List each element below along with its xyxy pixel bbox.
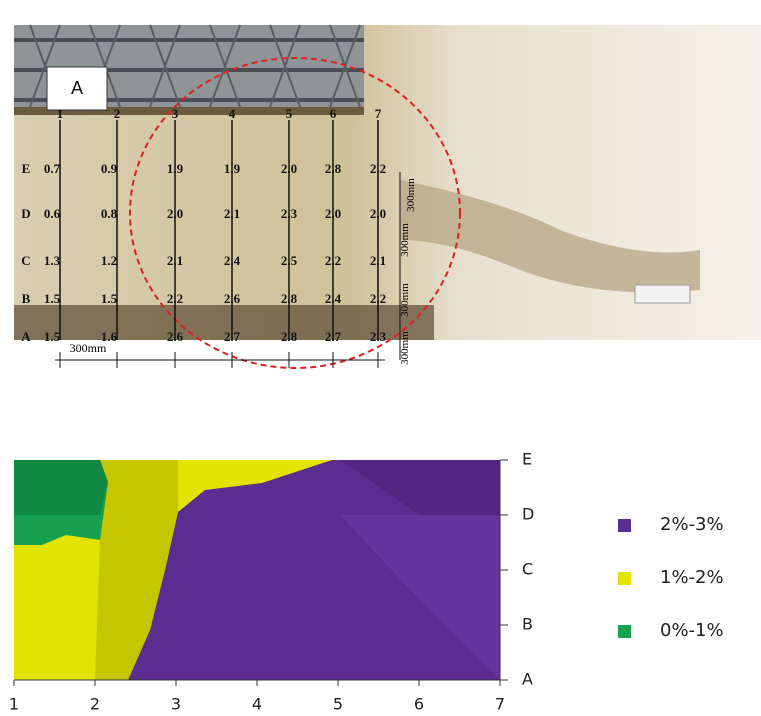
- moisture-value: 2.6: [167, 329, 184, 344]
- moisture-value: 2.2: [370, 161, 386, 176]
- dimension-label: 300mm: [399, 283, 411, 317]
- moisture-value: 2.1: [224, 206, 240, 221]
- moisture-value: 2.2: [370, 291, 386, 306]
- x-tick-label: 6: [414, 695, 424, 714]
- moisture-value: 2.6: [224, 291, 241, 306]
- moisture-value: 1.5: [44, 329, 61, 344]
- moisture-value: 1.9: [224, 161, 241, 176]
- figure: A 1 2 3 4 5 6 7 E 0.7 0.9 1.9 1.9 2.0 2.8 2.2 D 0.6 0.8 2.…: [0, 0, 761, 716]
- column-label: 1: [57, 106, 64, 121]
- x-tick-label: 4: [252, 695, 262, 714]
- dimension-label: 300mm: [399, 331, 411, 365]
- x-tick-label: 3: [171, 695, 181, 714]
- column-label: 7: [375, 106, 382, 121]
- y-tick-label: C: [522, 560, 533, 579]
- row-label: A: [21, 329, 31, 344]
- moisture-value: 2.2: [167, 291, 183, 306]
- moisture-value: 2.8: [325, 161, 342, 176]
- row-label: B: [22, 291, 31, 306]
- moisture-value: 0.6: [44, 206, 61, 221]
- panel-label: A: [71, 78, 83, 98]
- legend-swatch: [618, 572, 631, 585]
- moisture-value: 2.7: [224, 329, 241, 344]
- row-label: C: [21, 253, 30, 268]
- legend-label: 0%-1%: [660, 620, 724, 641]
- x-tick-label: 5: [333, 695, 343, 714]
- legend-label: 2%-3%: [660, 514, 724, 535]
- shade: [14, 460, 108, 515]
- moisture-value: 2.4: [325, 291, 342, 306]
- y-tick-label: E: [522, 450, 532, 469]
- y-tick-label: B: [522, 615, 533, 634]
- moisture-value: 2.1: [370, 253, 386, 268]
- y-tick-label: A: [522, 670, 533, 689]
- x-tick-label: 1: [9, 695, 19, 714]
- page: {"photo": { "panel_label": "A", "columns…: [0, 0, 761, 716]
- column-label: 2: [114, 106, 121, 121]
- moisture-value: 2.5: [281, 253, 298, 268]
- moisture-value: 0.8: [101, 206, 118, 221]
- column-label: 3: [172, 106, 179, 121]
- x-tick-label: 7: [495, 695, 505, 714]
- y-tick-label: D: [522, 505, 534, 524]
- dimension-label: 300mm: [405, 178, 417, 212]
- column-label: 4: [229, 106, 236, 121]
- moisture-value: 2.0: [167, 206, 183, 221]
- contour-chart: 1 2 3 4 5 6 7A B C D E 2%-3% 1%-2% 0%-1%: [9, 450, 724, 714]
- moisture-value: 2.0: [325, 206, 341, 221]
- legend-swatch: [618, 519, 631, 532]
- row-label: E: [22, 161, 31, 176]
- moisture-value: 2.2: [325, 253, 341, 268]
- moisture-value: 2.1: [167, 253, 183, 268]
- moisture-value: 1.3: [44, 253, 61, 268]
- moisture-value: 0.9: [101, 161, 118, 176]
- moisture-value: 2.8: [281, 291, 298, 306]
- moisture-value: 2.3: [370, 329, 387, 344]
- moisture-value: 1.9: [167, 161, 184, 176]
- column-label: 6: [330, 106, 337, 121]
- moisture-value: 2.0: [370, 206, 386, 221]
- socket: [635, 285, 690, 303]
- legend-swatch: [618, 625, 631, 638]
- column-label: 5: [286, 106, 293, 121]
- legend-label: 1%-2%: [660, 567, 724, 588]
- moisture-value: 2.0: [281, 161, 297, 176]
- moisture-value: 2.7: [325, 329, 342, 344]
- moisture-value: 2.3: [281, 206, 298, 221]
- moisture-value: 1.5: [101, 291, 118, 306]
- moisture-value: 0.7: [44, 161, 61, 176]
- moisture-value: 2.8: [281, 329, 298, 344]
- moisture-value: 1.5: [44, 291, 61, 306]
- dimension-label: 300mm: [399, 223, 411, 257]
- row-label: D: [21, 206, 30, 221]
- photo: A 1 2 3 4 5 6 7 E 0.7 0.9 1.9 1.9 2.0 2.8 2.2 D 0.6 0.8 2.…: [14, 25, 761, 368]
- moisture-value: 1.2: [101, 253, 117, 268]
- x-tick-label: 2: [90, 695, 100, 714]
- moisture-value: 2.4: [224, 253, 241, 268]
- dimension-label: 300mm: [70, 341, 107, 355]
